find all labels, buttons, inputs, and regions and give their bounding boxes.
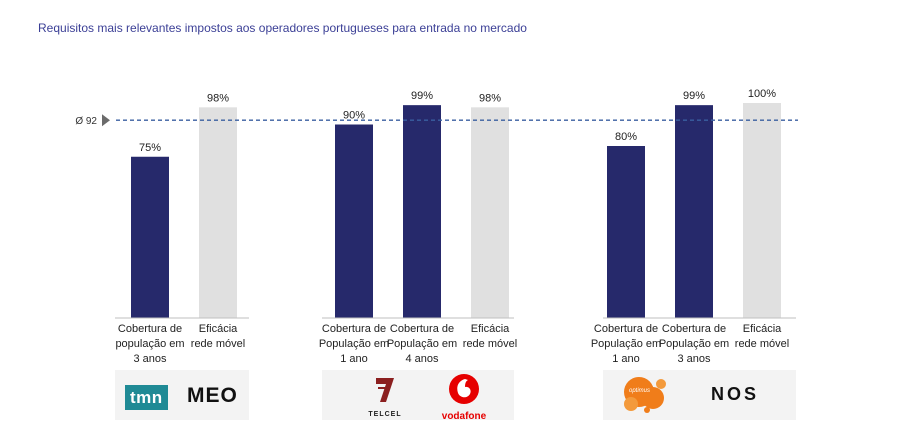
category-label-g3-2: Cobertura de População em 3 anos [658, 323, 730, 365]
category-label-g1-2: Eficácia rede móvel [190, 323, 246, 350]
data-label-g1-1: 75% [139, 142, 161, 154]
category-label-g1-1: Cobertura de população em 3 anos [115, 323, 185, 365]
bar-g3-3 [743, 103, 781, 318]
bar-g1-2 [199, 107, 237, 318]
data-label-g3-2: 99% [683, 90, 705, 102]
logo-panel-group-3: optimus NOS [603, 370, 796, 420]
vodafone-wordmark: vodafone [441, 411, 487, 422]
telcel-seven-icon [376, 378, 394, 402]
category-label-g2-2: Cobertura de População em 4 anos [386, 323, 458, 365]
optimus-wordmark: optimus [629, 388, 651, 394]
data-label-g3-3: 100% [748, 88, 776, 100]
data-label-g3-1: 80% [615, 131, 637, 143]
data-label-g2-1: 90% [343, 110, 365, 122]
telcel-wordmark: TELCEL [368, 411, 402, 418]
data-label-g2-2: 99% [411, 90, 433, 102]
category-label-g2-3: Eficácia rede móvel [462, 323, 518, 350]
logo-panel-group-1: tmn MEO [115, 370, 249, 420]
meo-logo: MEO [187, 384, 238, 407]
bar-g3-1 [607, 146, 645, 318]
category-label-g3-1: Cobertura de População em 1 ano [590, 323, 662, 365]
vodafone-logo: vodafone [434, 372, 494, 422]
vodafone-speechmark-icon [449, 374, 479, 404]
data-label-g1-2: 98% [207, 92, 229, 104]
category-label-g2-1: Cobertura de População em 1 ano [318, 323, 390, 365]
reference-line-label: Ø 92 [75, 116, 97, 127]
data-label-g2-3: 98% [479, 92, 501, 104]
tmn-logo: tmn [125, 385, 168, 410]
bar-g2-2 [403, 105, 441, 319]
bar-g2-1 [335, 124, 373, 318]
bar-g1-1 [131, 156, 169, 318]
category-label-g3-3: Eficácia rede móvel [734, 323, 790, 350]
logo-panel-group-2: TELCEL vodafone [322, 370, 514, 422]
chart-title: Requisitos mais relevantes impostos aos … [38, 21, 527, 35]
bar-g2-3 [471, 107, 509, 318]
optimus-logo: optimus [617, 374, 673, 416]
optimus-blob-icon [624, 377, 666, 413]
bar-g3-2 [675, 105, 713, 319]
telcel-logo: TELCEL [360, 374, 410, 418]
reference-marker-icon [102, 114, 110, 127]
nos-logo: NOS [711, 384, 760, 404]
